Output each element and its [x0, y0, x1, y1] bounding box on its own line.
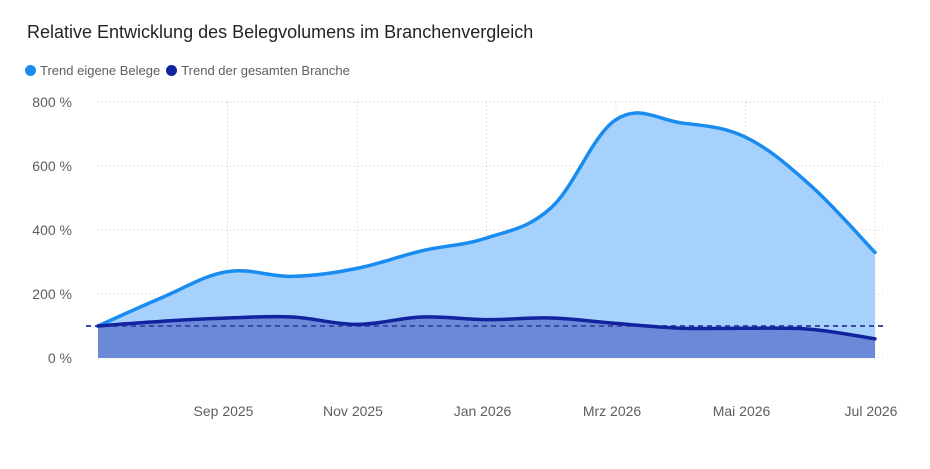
y-tick-label: 800 %	[32, 94, 72, 110]
point-own	[161, 295, 165, 299]
chart-title: Relative Entwicklung des Belegvolumens i…	[27, 22, 534, 42]
area-own	[98, 112, 875, 358]
legend: Trend eigene Belege Trend der gesamten B…	[25, 63, 356, 78]
x-tick-label: Mai 2026	[713, 403, 771, 419]
y-tick-label: 200 %	[32, 286, 72, 302]
point-branch	[679, 326, 683, 330]
point-own	[873, 250, 877, 254]
point-branch	[420, 315, 424, 319]
y-tick-label: 0 %	[48, 350, 72, 366]
point-own	[549, 206, 553, 210]
point-own	[614, 118, 618, 122]
point-own	[355, 266, 359, 270]
point-branch	[161, 319, 165, 323]
point-own	[485, 236, 488, 240]
x-tick-label: Sep 2025	[194, 403, 254, 419]
point-branch	[614, 321, 618, 325]
area-branch	[98, 316, 875, 358]
point-branch	[549, 316, 553, 320]
legend-marker-own	[25, 65, 36, 76]
legend-item-own[interactable]: Trend eigene Belege	[25, 63, 160, 78]
point-own	[420, 249, 424, 253]
point-own	[744, 135, 747, 139]
point-branch	[873, 337, 877, 341]
point-own	[679, 121, 683, 125]
legend-label-own: Trend eigene Belege	[40, 63, 161, 78]
y-tick-label: 400 %	[32, 222, 72, 238]
point-branch	[226, 316, 229, 320]
point-branch	[744, 326, 747, 330]
point-branch	[96, 324, 100, 328]
legend-item-branch[interactable]: Trend der gesamten Branche	[166, 63, 350, 78]
y-tick-label: 600 %	[32, 158, 72, 174]
x-tick-label: Jul 2026	[845, 403, 898, 419]
legend-marker-branch	[166, 65, 178, 76]
x-tick-label: Jan 2026	[454, 403, 512, 419]
point-branch	[808, 327, 812, 331]
point-branch	[355, 322, 359, 326]
point-branch	[485, 318, 488, 322]
x-tick-label: Nov 2025	[323, 403, 383, 419]
x-tick-label: Mrz 2026	[583, 403, 642, 419]
point-own	[226, 270, 229, 274]
point-branch	[290, 315, 294, 319]
point-own	[290, 274, 294, 278]
point-own	[808, 183, 812, 187]
legend-label-branch: Trend der gesamten Branche	[181, 63, 350, 78]
